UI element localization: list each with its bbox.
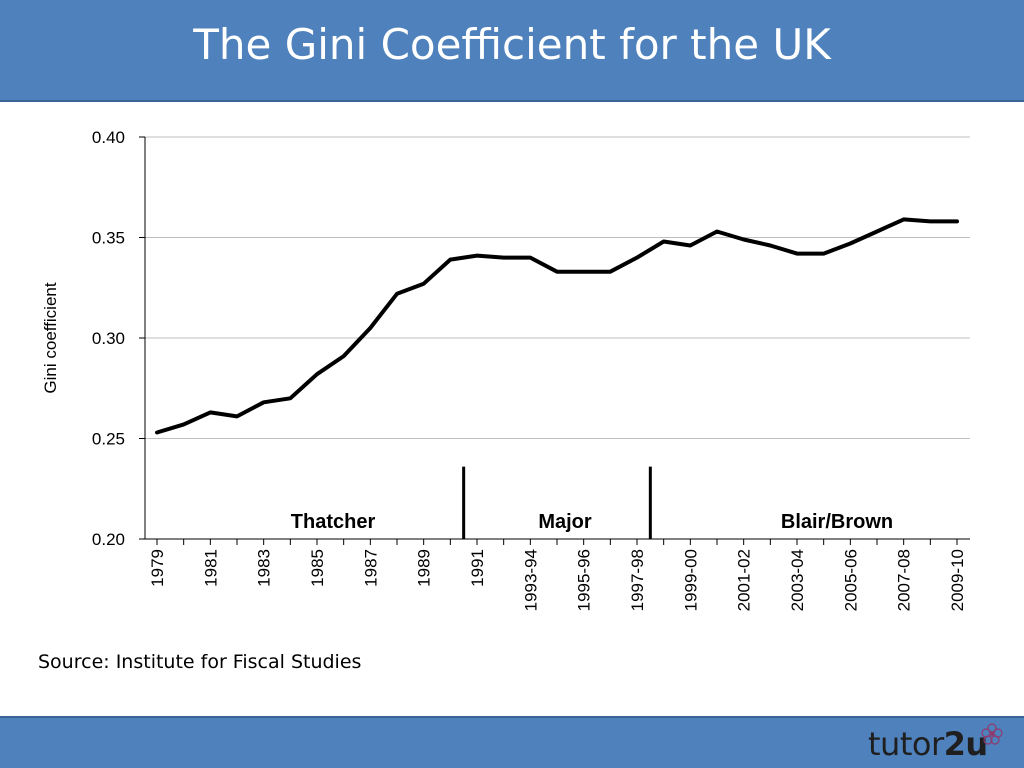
x-tick-label: 2003-04 [788,549,807,611]
data-point [956,220,958,222]
data-point [743,239,745,241]
x-tick-label: 1991 [468,549,487,587]
tutor2u-logo: tutor2u [868,725,988,763]
data-point [369,327,371,329]
data-point [289,397,291,399]
logo-text: tutor [868,725,944,763]
data-point [689,245,691,247]
data-point [209,411,211,413]
era-label: Blair/Brown [781,511,893,533]
y-tick-label: 0.35 [92,229,125,248]
y-tick-label: 0.20 [92,530,125,549]
data-point [769,245,771,247]
title-banner: The Gini Coefficient for the UK [0,0,1024,102]
x-tick-label: 2001-02 [735,549,754,611]
chart-svg: 0.20 0.25 0.30 0.35 0.40 1979 1981 1983 1985 1987… [41,128,970,611]
x-tick-label: 1987 [361,549,380,587]
data-point [556,271,558,273]
data-point [263,401,265,403]
x-tick-label: 1983 [255,549,274,587]
x-tick-label: 1979 [148,549,167,587]
data-point [849,243,851,245]
x-tick-label: 2009-10 [948,549,967,611]
data-point [343,355,345,357]
y-axis-label: Gini coefficient [41,282,60,393]
data-point [423,283,425,285]
data-point [396,293,398,295]
data-point [529,257,531,259]
data-point [449,259,451,261]
data-point [183,423,185,425]
data-point [476,255,478,257]
data-point [823,253,825,255]
source-caption: Source: Institute for Fiscal Studies [38,651,362,673]
data-point [503,257,505,259]
y-tick-label: 0.30 [92,329,125,348]
x-tick-label: 1995-96 [575,549,594,611]
x-tick-label: 1997-98 [628,549,647,611]
footer-banner: tutor2u [0,716,1024,768]
era-label: Major [538,511,592,533]
data-point [903,218,905,220]
data-point [876,230,878,232]
gini-chart: 0.20 0.25 0.30 0.35 0.40 1979 1981 1983 1985 1987… [0,110,1024,650]
data-point [796,253,798,255]
data-point [316,373,318,375]
logo-mark: 2u [943,725,989,763]
x-tick-label: 1985 [308,549,327,587]
era-label: Thatcher [291,511,376,533]
data-point [583,271,585,273]
x-tick-label: 1999-00 [681,549,700,611]
x-tick-label: 1993-94 [521,549,540,611]
y-tick-label: 0.40 [92,128,125,147]
flower-icon [981,723,1003,745]
data-point [716,230,718,232]
x-tick-label: 1989 [415,549,434,587]
data-point [609,271,611,273]
data-point [636,257,638,259]
x-tick-label: 1981 [201,549,220,587]
x-tick-label: 2007-08 [895,549,914,611]
x-tick-label: 2005-06 [841,549,860,611]
data-point [236,415,238,417]
slide-title: The Gini Coefficient for the UK [193,20,831,69]
y-tick-label: 0.25 [92,430,125,449]
data-point [929,220,931,222]
gini-series-line [155,217,959,435]
data-point [156,431,158,433]
data-point [663,241,665,243]
